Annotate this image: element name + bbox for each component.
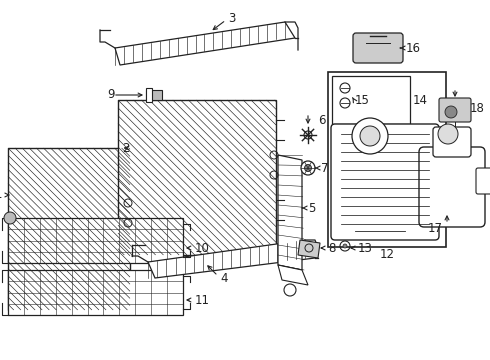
Text: 4: 4	[220, 271, 227, 284]
Polygon shape	[298, 240, 320, 258]
Text: 16: 16	[406, 41, 421, 54]
Text: 17: 17	[427, 221, 442, 234]
Circle shape	[304, 165, 312, 171]
Text: 10: 10	[195, 242, 210, 255]
Text: 7: 7	[321, 162, 328, 175]
Polygon shape	[115, 22, 295, 65]
Text: 9: 9	[107, 89, 115, 102]
Text: 2: 2	[122, 141, 130, 154]
Polygon shape	[8, 148, 130, 310]
Text: 1: 1	[0, 189, 2, 202]
FancyBboxPatch shape	[353, 33, 403, 63]
FancyBboxPatch shape	[476, 168, 490, 194]
Text: 14: 14	[413, 94, 428, 107]
Text: 18: 18	[470, 102, 485, 114]
Circle shape	[445, 106, 457, 118]
Text: 11: 11	[195, 293, 210, 306]
Text: 15: 15	[355, 94, 370, 107]
Circle shape	[352, 118, 388, 154]
Circle shape	[4, 212, 16, 224]
FancyBboxPatch shape	[331, 124, 439, 240]
FancyBboxPatch shape	[433, 127, 471, 157]
Text: 8: 8	[328, 242, 335, 255]
Polygon shape	[148, 240, 315, 278]
Polygon shape	[8, 218, 183, 263]
FancyBboxPatch shape	[419, 147, 485, 227]
Polygon shape	[118, 100, 276, 255]
Circle shape	[301, 161, 315, 175]
Text: 6: 6	[318, 113, 325, 126]
Circle shape	[360, 126, 380, 146]
Polygon shape	[8, 270, 183, 315]
Circle shape	[304, 131, 312, 139]
Polygon shape	[146, 90, 162, 100]
Polygon shape	[278, 155, 302, 270]
FancyBboxPatch shape	[439, 98, 471, 122]
Text: 13: 13	[358, 242, 373, 255]
Polygon shape	[146, 88, 152, 102]
Polygon shape	[278, 265, 308, 285]
Text: 3: 3	[228, 12, 235, 24]
Circle shape	[438, 124, 458, 144]
Text: 12: 12	[379, 248, 394, 261]
Circle shape	[343, 244, 347, 248]
Text: 5: 5	[308, 202, 316, 215]
